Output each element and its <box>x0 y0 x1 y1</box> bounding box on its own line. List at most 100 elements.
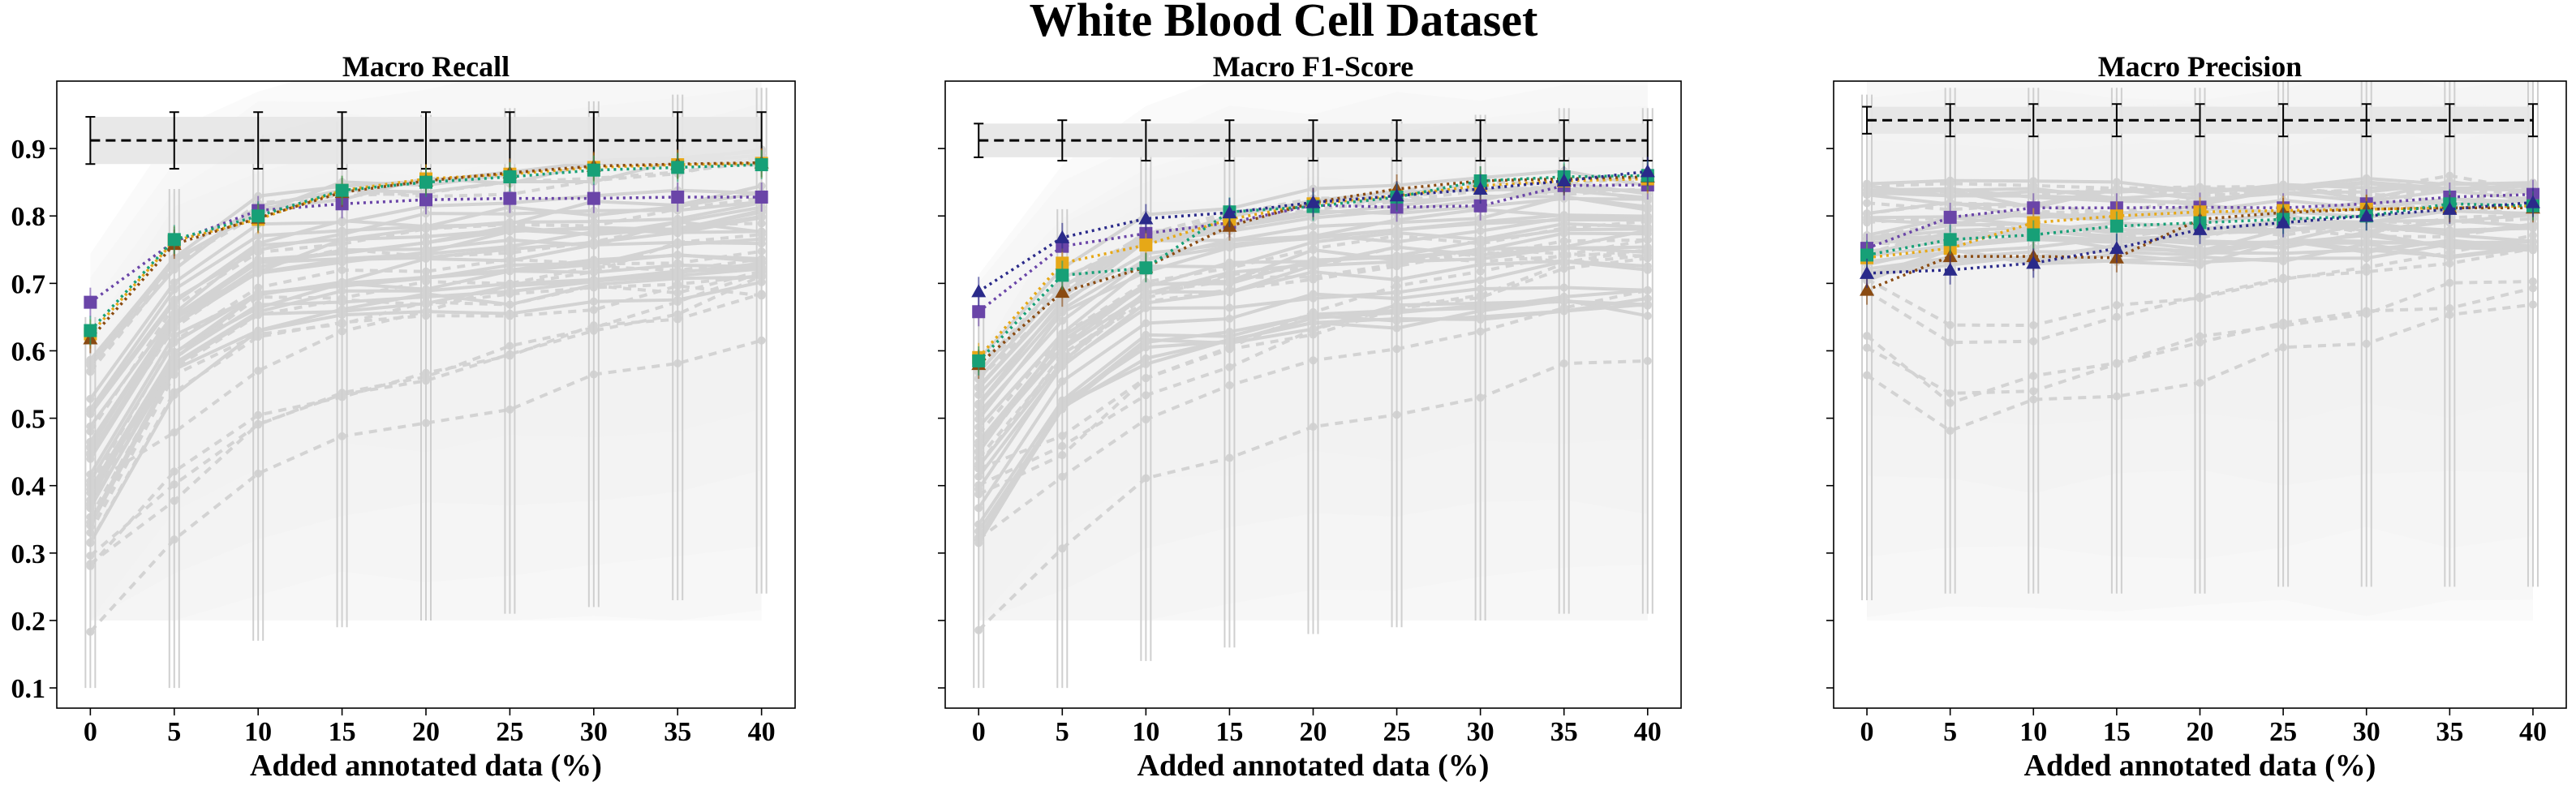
series-line <box>1866 200 2534 275</box>
series-point <box>1056 268 1069 282</box>
series-point <box>587 163 600 177</box>
series-point <box>1943 233 1957 247</box>
series-point <box>2525 195 2540 208</box>
series-line <box>978 183 1648 313</box>
series-line <box>89 161 762 340</box>
x-tick-label: 5 <box>1943 717 1957 747</box>
x-tick-label: 5 <box>167 717 181 747</box>
series-point <box>1055 285 1070 299</box>
chart-panel-3: Macro Precision 0 5 10 15 20 25 30 35 40 Added ann… <box>1826 50 2567 783</box>
series-point <box>1305 195 1321 208</box>
x-tick-label: 30 <box>2353 717 2380 747</box>
x-tick-label: 10 <box>2019 717 2047 747</box>
series-point <box>84 295 97 309</box>
series-5 <box>971 157 1655 307</box>
subplot-title: Macro F1-Score <box>1213 50 1414 83</box>
series-5 <box>1860 187 2540 288</box>
series-point <box>2192 221 2208 235</box>
chart-panel-2: Macro F1-Score 0 5 10 15 20 25 30 35 40 Added anno… <box>938 50 1682 783</box>
plot-area <box>1860 81 2540 621</box>
y-tick-label: 0.4 <box>11 472 46 502</box>
series-line <box>1866 206 2533 292</box>
x-tick-label: 40 <box>2519 717 2547 747</box>
x-tick-label: 5 <box>1056 717 1069 747</box>
series-point <box>671 161 685 174</box>
x-tick-label: 25 <box>1383 717 1411 747</box>
series-point <box>1473 181 1488 195</box>
x-tick-label: 10 <box>244 717 272 747</box>
series-point <box>1640 164 1655 178</box>
x-tick-label: 35 <box>664 717 691 747</box>
background-run-line <box>1866 174 2534 197</box>
series-point <box>1860 282 1875 296</box>
x-tick-label: 15 <box>2103 717 2131 747</box>
background-errorbars <box>1861 81 2539 601</box>
y-tick-label: 0.5 <box>11 405 46 435</box>
x-tick-label: 20 <box>1300 717 1327 747</box>
background-run-line <box>88 159 762 373</box>
plot-area <box>83 81 769 689</box>
x-tick-label: 15 <box>1215 717 1243 747</box>
x-tick-label: 30 <box>1467 717 1494 747</box>
x-tick-label: 15 <box>329 717 356 747</box>
x-tick-label: 25 <box>2269 717 2297 747</box>
y-tick-label: 0.8 <box>11 202 46 232</box>
series-point <box>419 193 432 207</box>
series-point <box>1138 211 1154 225</box>
series-point <box>971 284 987 298</box>
series-point <box>1860 265 1875 279</box>
series-point <box>1556 174 1572 187</box>
background-run-line <box>1867 217 2534 246</box>
x-tick-label: 40 <box>1634 717 1662 747</box>
figure-title: White Blood Cell Dataset <box>1030 0 1538 46</box>
series-point <box>503 170 517 184</box>
background-run-line <box>977 247 1648 466</box>
x-tick-label: 35 <box>1550 717 1578 747</box>
series-point <box>1222 205 1237 219</box>
series-point <box>2109 219 2123 233</box>
series-point <box>503 191 517 205</box>
series-point <box>1055 230 1070 243</box>
background-run-line <box>977 248 1648 460</box>
x-tick-label: 25 <box>496 717 523 747</box>
x-tick-label: 10 <box>1132 717 1159 747</box>
series-point <box>2027 228 2041 242</box>
plot-area <box>971 81 1655 689</box>
x-tick-label: 0 <box>972 717 986 747</box>
y-tick-label: 0.2 <box>11 607 46 637</box>
y-tick-label: 0.1 <box>11 674 46 704</box>
series-point <box>587 191 600 205</box>
background-run-line <box>1866 187 2534 215</box>
background-run-line <box>1866 234 2534 328</box>
series-point <box>2027 201 2041 215</box>
subplot-title: Macro Recall <box>342 50 510 83</box>
y-tick-label: 0.3 <box>11 539 46 569</box>
x-tick-label: 40 <box>748 717 776 747</box>
series-point <box>755 190 768 204</box>
background-run-line <box>1866 185 2534 198</box>
background-run-line <box>88 196 762 433</box>
series-point <box>755 158 768 172</box>
series-4 <box>84 150 768 346</box>
series-point <box>1139 238 1153 251</box>
series-point <box>972 305 986 319</box>
series-point <box>1943 210 1957 224</box>
series-point <box>972 354 986 367</box>
series-point <box>335 183 349 197</box>
series-point <box>1942 262 1958 276</box>
series-point <box>2109 241 2124 255</box>
x-tick-label: 20 <box>2187 717 2214 747</box>
series-point <box>419 175 432 189</box>
series-line <box>1866 202 2533 257</box>
x-tick-label: 0 <box>1860 717 1874 747</box>
chart-panel-1: Macro Recall 0 5 10 15 20 25 30 35 40 Added annota… <box>11 50 796 783</box>
x-tick-label: 30 <box>580 717 608 747</box>
background-run-line <box>88 249 762 487</box>
series-point <box>2276 215 2291 229</box>
series-point <box>2442 201 2458 215</box>
series-point <box>1860 248 1874 262</box>
x-axis-label: Added annotated data (%) <box>2024 749 2376 783</box>
series-point <box>252 209 265 223</box>
series-point <box>1473 199 1487 213</box>
